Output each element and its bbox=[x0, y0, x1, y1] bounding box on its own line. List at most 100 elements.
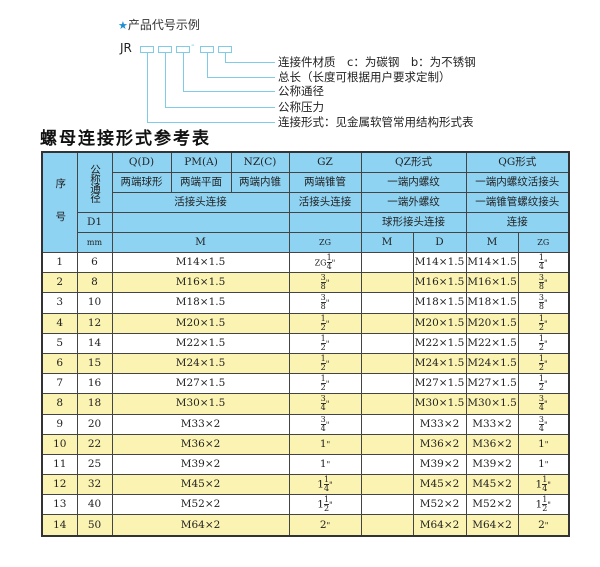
denominator: 4 bbox=[538, 403, 544, 413]
inch-mark: " bbox=[325, 278, 330, 288]
header-gz: GZ bbox=[288, 151, 362, 173]
cell-qz-d: M52×2 bbox=[412, 494, 467, 516]
inch-mark: " bbox=[544, 459, 549, 469]
cell-no: 11 bbox=[41, 453, 78, 476]
table-row: 2 8 M16×1.5 3 8 " M16×1.5 M16×1.5 3 8 " bbox=[41, 272, 570, 294]
cell-m: M16×1.5 bbox=[111, 272, 290, 294]
leader-line bbox=[147, 122, 275, 123]
inch-mark: " bbox=[325, 319, 330, 329]
cell-qg-zg: 1 2 " bbox=[517, 352, 570, 375]
inch-mark: " bbox=[325, 298, 330, 308]
cell-no: 1 bbox=[41, 251, 78, 274]
cell-qz-m bbox=[360, 413, 414, 435]
header-empty bbox=[288, 212, 362, 233]
cell-qg-m: M30×1.5 bbox=[465, 393, 519, 415]
code-box-length bbox=[200, 46, 214, 53]
fraction-whole: 1 bbox=[535, 478, 543, 491]
header-qg: QG形式 bbox=[465, 151, 570, 173]
denominator: 8 bbox=[538, 302, 544, 312]
cell-qg-zg: 1" bbox=[517, 433, 570, 455]
table-row: 7 16 M27×1.5 1 2 " M27×1.5 M27×1.5 1 2 " bbox=[41, 373, 570, 395]
cell-qz-m bbox=[360, 474, 414, 496]
cell-dn: 50 bbox=[76, 514, 113, 537]
cell-dn: 32 bbox=[76, 474, 113, 496]
inch-mark: " bbox=[543, 258, 548, 268]
numerator: 1 bbox=[538, 333, 544, 344]
numerator: 1 bbox=[538, 354, 544, 365]
code-box-connection bbox=[140, 46, 154, 53]
cell-dn: 40 bbox=[76, 494, 113, 516]
inch-mark: " bbox=[543, 339, 548, 349]
cell-qg-zg: 1 1 4 " bbox=[517, 474, 570, 496]
cell-no: 8 bbox=[41, 393, 78, 415]
numerator: 1 bbox=[320, 354, 326, 365]
numerator: 3 bbox=[538, 273, 544, 284]
numerator: 3 bbox=[320, 394, 326, 405]
cell-qg-m: M45×2 bbox=[465, 474, 519, 496]
numerator: 1 bbox=[320, 333, 326, 344]
cell-gz-zg: 1 2 " bbox=[288, 332, 362, 354]
leader-line bbox=[165, 53, 166, 107]
cell-qg-m: M20×1.5 bbox=[465, 312, 519, 334]
cell-qz-m bbox=[360, 433, 414, 455]
cell-dn: 10 bbox=[76, 292, 113, 314]
cell-qg-zg: 1 2 " bbox=[517, 312, 570, 334]
header-dn: 公称通径 bbox=[76, 151, 113, 213]
cell-m: M30×1.5 bbox=[111, 393, 290, 415]
numerator: 1 bbox=[326, 253, 332, 264]
cell-dn: 8 bbox=[76, 272, 113, 294]
header-qg-conn: 连接 bbox=[465, 212, 570, 233]
fraction-whole: 1 bbox=[535, 498, 543, 511]
cell-qg-m: M64×2 bbox=[465, 514, 519, 537]
cell-qz-m bbox=[360, 373, 414, 395]
code-box-material bbox=[218, 46, 232, 53]
cell-qg-zg: 3 4 " bbox=[517, 413, 570, 435]
cell-qz-d: M24×1.5 bbox=[412, 352, 467, 375]
cell-dn: 14 bbox=[76, 332, 113, 354]
numerator: 1 bbox=[320, 374, 326, 385]
denominator: 2 bbox=[538, 383, 544, 393]
cell-qz-m bbox=[360, 352, 414, 375]
leader-line bbox=[147, 53, 148, 122]
denominator: 2 bbox=[320, 383, 326, 393]
header-nzc: NZ(C) bbox=[230, 151, 290, 173]
numerator: 1 bbox=[320, 313, 326, 324]
inch-mark: " bbox=[326, 520, 331, 530]
cell-gz-zg: 1" bbox=[288, 433, 362, 455]
header-qz: QZ形式 bbox=[360, 151, 467, 173]
label-diameter: 公称通径 bbox=[278, 84, 324, 98]
cell-gz-zg: 1 1 4 " bbox=[288, 474, 362, 496]
fraction-whole: 2 bbox=[319, 518, 327, 531]
leader-line bbox=[183, 53, 184, 91]
cell-qg-m: M33×2 bbox=[465, 413, 519, 435]
code-box-diameter bbox=[176, 46, 190, 53]
cell-qz-d: M18×1.5 bbox=[412, 292, 467, 314]
cell-qz-d: M45×2 bbox=[412, 474, 467, 496]
cell-no: 5 bbox=[41, 332, 78, 354]
cell-m: M39×2 bbox=[111, 453, 290, 476]
star-icon: ★ bbox=[118, 19, 128, 32]
denominator: 2 bbox=[542, 504, 548, 514]
cell-dn: 12 bbox=[76, 312, 113, 334]
cell-m: M64×2 bbox=[111, 514, 290, 537]
cell-gz-zg: 2" bbox=[288, 514, 362, 537]
numerator: 1 bbox=[323, 475, 330, 486]
cell-m: M52×2 bbox=[111, 494, 290, 516]
header-mm: mm bbox=[76, 232, 113, 253]
header-empty bbox=[111, 212, 290, 233]
inch-mark: " bbox=[547, 480, 551, 490]
denominator: 2 bbox=[538, 363, 544, 373]
label-length: 总长（长度可根据用户要求定制） bbox=[278, 70, 451, 84]
cell-qg-m: M39×2 bbox=[465, 453, 519, 476]
inch-mark: " bbox=[547, 500, 551, 510]
cell-gz-zg: 3 4 " bbox=[288, 413, 362, 435]
cell-qg-m: M22×1.5 bbox=[465, 332, 519, 354]
header-qg-zg: ZG bbox=[517, 232, 570, 253]
inch-mark: " bbox=[331, 258, 336, 268]
header-gz-desc: 两端锥管 bbox=[288, 172, 362, 193]
